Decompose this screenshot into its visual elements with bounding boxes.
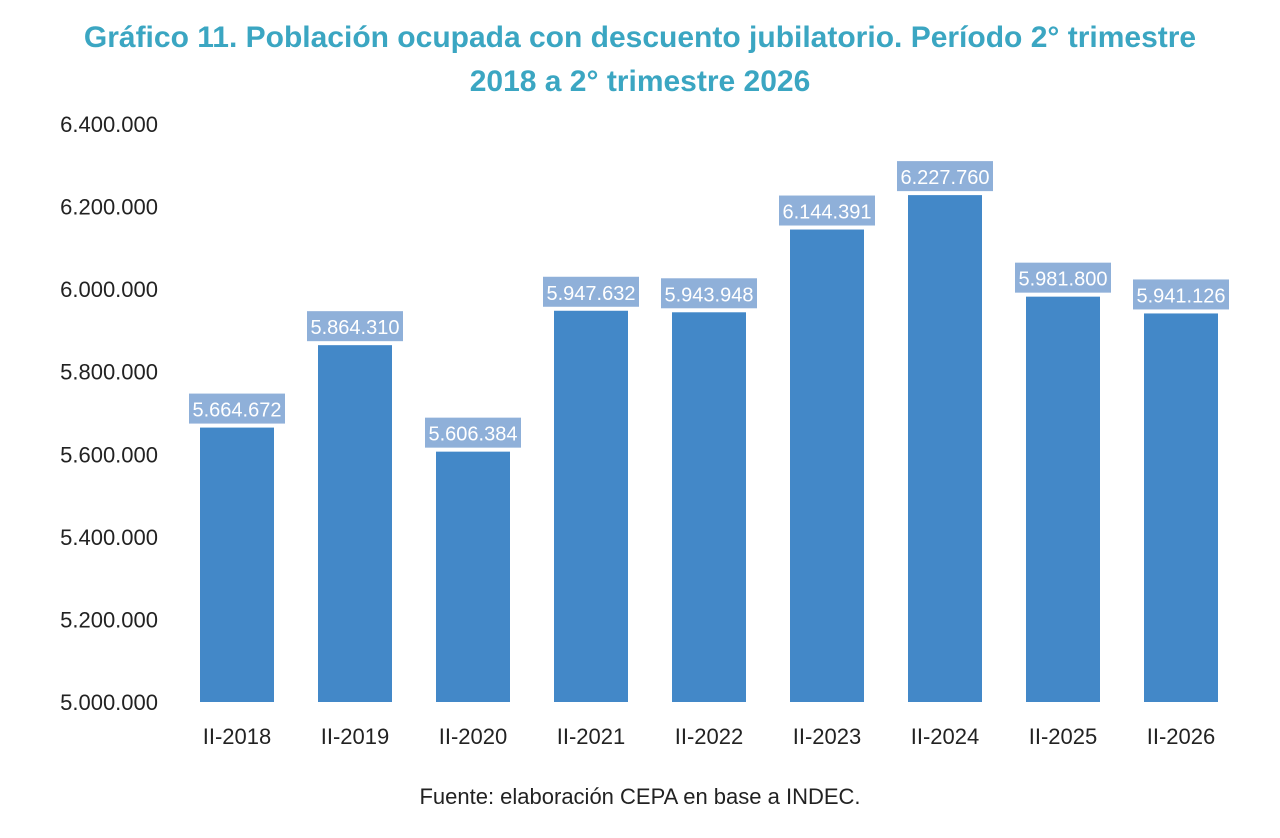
chart-title-line-1: Gráfico 11. Población ocupada con descue… [83, 21, 1197, 54]
data-label: 5.943.948 [661, 278, 757, 309]
x-tick-label: II-2022 [675, 724, 744, 749]
x-tick-label: II-2019 [321, 724, 390, 749]
data-label: 5.606.384 [425, 417, 521, 448]
x-tick-label: II-2021 [557, 724, 626, 749]
data-label: 5.664.672 [189, 393, 285, 424]
y-tick-label: 5.800.000 [60, 360, 158, 385]
x-tick-label: II-2024 [911, 724, 980, 749]
bar [318, 345, 392, 702]
data-label-background [425, 417, 521, 448]
bar [908, 195, 982, 702]
y-tick-label: 5.200.000 [60, 607, 158, 632]
bar [200, 427, 274, 702]
data-label-text: 5.947.632 [547, 283, 636, 305]
chart-title: Gráfico 11. Población ocupada con descue… [0, 16, 1280, 104]
y-axis: 5.000.000 5.200.000 5.400.000 5.600.000 5.80… [60, 112, 158, 715]
data-label-background [1015, 262, 1111, 293]
data-label: 6.144.391 [779, 195, 875, 226]
data-label-text: 5.606.384 [429, 424, 518, 446]
data-label-background [189, 393, 285, 424]
y-tick-label: 5.400.000 [60, 525, 158, 550]
data-label-text: 5.981.800 [1019, 269, 1108, 291]
x-tick-label: II-2023 [793, 724, 862, 749]
x-tick-label: II-2026 [1147, 724, 1216, 749]
y-tick-label: 5.000.000 [60, 690, 158, 715]
data-label-text: 5.664.672 [193, 400, 282, 422]
y-tick-label: 5.600.000 [60, 442, 158, 467]
data-label-text: 5.864.310 [311, 317, 400, 339]
data-label-background [897, 161, 993, 192]
x-tick-label: II-2020 [439, 724, 508, 749]
data-label-text: 6.227.760 [901, 167, 990, 189]
data-label: 5.981.800 [1015, 262, 1111, 293]
x-tick-label: II-2018 [203, 724, 272, 749]
data-label: 6.227.760 [897, 161, 993, 192]
bar [672, 312, 746, 702]
chart-title-line-2: 2018 a 2° trimestre 2026 [469, 65, 811, 98]
y-tick-label: 6.200.000 [60, 195, 158, 220]
data-label-text: 5.943.948 [665, 284, 754, 306]
bars [200, 195, 1218, 702]
data-label-background [543, 276, 639, 307]
data-label-background [661, 278, 757, 309]
data-label-background [307, 311, 403, 342]
data-label-background [1133, 279, 1229, 310]
x-tick-label: II-2025 [1029, 724, 1098, 749]
bar [554, 310, 628, 702]
data-label: 5.864.310 [307, 311, 403, 342]
bar [436, 451, 510, 702]
data-label: 5.947.632 [543, 276, 639, 307]
data-label-text: 5.941.126 [1137, 285, 1226, 307]
bar [1144, 313, 1218, 702]
data-label-background [779, 195, 875, 226]
y-tick-label: 6.400.000 [60, 112, 158, 137]
y-tick-label: 6.000.000 [60, 277, 158, 302]
bar [1026, 296, 1100, 702]
data-label: 5.941.126 [1133, 279, 1229, 310]
x-axis: II-2018 II-2019 II-2020 II-2021 II-2022 II-20… [203, 724, 1216, 749]
value-labels: 5.664.672 5.864.310 5.606.384 5.947.632 5.94… [189, 161, 1229, 448]
bar [790, 229, 864, 702]
data-label-text: 6.144.391 [783, 202, 872, 224]
source-note: Fuente: elaboración CEPA en base a INDEC… [419, 784, 861, 809]
